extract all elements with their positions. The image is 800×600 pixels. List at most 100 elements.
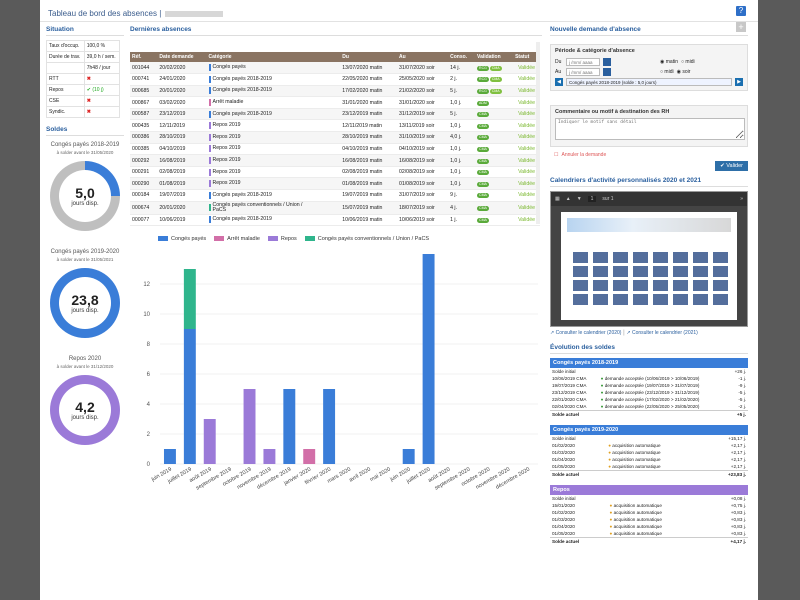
chart-legend: Congés payés Arrêt maladie Repos Congés pay… bbox=[150, 236, 429, 242]
evolution-title: Évolution des soldes bbox=[550, 344, 748, 354]
check-icon: ● bbox=[600, 403, 604, 409]
evolution-desc: ● demande acceptée (23/12/2019 > 31/12/2… bbox=[599, 389, 729, 396]
absence-row[interactable]: 000386 28/10/2019 Repos 2019 28/10/2019 mat… bbox=[130, 131, 540, 144]
column-header[interactable]: Réf. bbox=[130, 52, 158, 62]
evolution-date: 23/12/2019 CMA bbox=[552, 390, 587, 395]
evolution-desc: ● acquisition automatique bbox=[608, 523, 712, 530]
column-header[interactable]: Validation bbox=[475, 52, 514, 62]
absence-row[interactable]: 000587 23/12/2019 Congés payés 2018-2019 23… bbox=[130, 108, 540, 121]
check-icon: ● bbox=[600, 390, 604, 395]
request-form: Période & catégorie d'absence Du ◉ matin… bbox=[550, 44, 748, 91]
absence-row[interactable]: 000867 03/02/2020 Arrêt maladie 31/01/2020 … bbox=[130, 96, 540, 109]
validation-badge: CMA bbox=[477, 181, 489, 187]
au-soir-radio[interactable]: ◉ soir bbox=[676, 69, 691, 75]
evolution-amount: +0,83 j. bbox=[730, 524, 746, 529]
category-cell: Arrêt maladie bbox=[206, 96, 341, 109]
cancel-checkbox[interactable]: ☐ bbox=[554, 152, 559, 158]
ref-cell: 000685 bbox=[130, 85, 158, 98]
chart-bar[interactable] bbox=[303, 449, 316, 464]
absence-row[interactable]: 000292 16/08/2019 Repos 2019 16/08/2019 mat… bbox=[130, 154, 540, 167]
y-tick-label: 12 bbox=[143, 282, 150, 288]
category-swatch bbox=[208, 99, 211, 107]
evolution-group-title: Repos bbox=[550, 485, 748, 495]
absence-row[interactable]: 000435 12/11/2019 Repos 2019 12/11/2019 mat… bbox=[130, 119, 540, 133]
total-label: Solde actuel bbox=[550, 469, 607, 479]
absence-row[interactable]: 000385 04/10/2019 Repos 2019 04/10/2019 mat… bbox=[130, 143, 540, 156]
add-icon[interactable]: + bbox=[736, 22, 746, 32]
evolution-row: 01/04/2020 ● acquisition automatique +2,17… bbox=[550, 456, 748, 463]
column-header[interactable]: Date demande bbox=[157, 52, 207, 62]
category-label: Arrêt maladie bbox=[212, 99, 244, 106]
absence-row[interactable]: 000290 01/08/2019 Repos 2019 01/08/2019 mat… bbox=[130, 177, 540, 191]
validation-badge: CMA bbox=[477, 193, 489, 199]
absence-row[interactable]: 000291 02/08/2019 Repos 2019 02/08/2019 mat… bbox=[130, 166, 540, 179]
more-icon[interactable]: » bbox=[740, 196, 743, 202]
au-date-input[interactable] bbox=[566, 68, 600, 76]
next-category-icon[interactable]: ▶ bbox=[735, 78, 743, 86]
calendar-2020-link[interactable]: ↗ Consulter le calendrier (2020) bbox=[550, 330, 622, 336]
evolution-date: 01/03/2020 bbox=[552, 450, 575, 455]
table-scrollbar[interactable] bbox=[536, 42, 540, 224]
prev-category-icon[interactable]: ◀ bbox=[555, 78, 563, 86]
validate-button[interactable]: ✔ Valider bbox=[715, 161, 748, 171]
chart-bar[interactable] bbox=[323, 389, 336, 464]
prev-page-icon[interactable]: ▲ bbox=[565, 196, 571, 202]
y-tick-label: 6 bbox=[147, 372, 151, 378]
sidebar-toggle-icon[interactable]: ▦ bbox=[555, 196, 560, 202]
au-midi-radio[interactable]: ○ midi bbox=[660, 69, 674, 75]
chart-bar[interactable] bbox=[402, 449, 415, 464]
chart-bar[interactable] bbox=[183, 329, 196, 464]
chart-bar[interactable] bbox=[163, 449, 176, 464]
absence-row[interactable]: 000184 19/07/2019 Congés payés 2018-2019 19… bbox=[130, 189, 540, 202]
column-header[interactable]: Catégorie bbox=[206, 52, 341, 62]
absence-row[interactable]: 000077 10/06/2019 Congés payés 2018-2019 10… bbox=[130, 214, 540, 227]
calendar-month bbox=[653, 294, 668, 305]
du-midi-radio[interactable]: ○ midi bbox=[681, 59, 695, 65]
validation-cell: RCG CMA bbox=[475, 85, 514, 98]
column-header[interactable]: Conso. bbox=[448, 52, 476, 62]
legend-swatch bbox=[304, 236, 315, 242]
total-amount: +4,17 j. bbox=[711, 536, 748, 546]
absence-row[interactable]: 001044 20/02/2020 Congés payés 13/07/2020 m… bbox=[130, 62, 540, 75]
category-label: Repos 2019 bbox=[212, 180, 241, 187]
chart-bar[interactable] bbox=[183, 269, 196, 329]
column-header[interactable]: Au bbox=[396, 52, 449, 62]
column-header[interactable]: Du bbox=[340, 52, 397, 62]
calendar-month bbox=[613, 280, 628, 291]
calendar-2021-link[interactable]: ↗ Consulter le calendrier (2021) bbox=[626, 330, 698, 336]
date-cell: 20/02/2020 bbox=[157, 62, 207, 75]
calendar-month bbox=[653, 266, 668, 277]
chart-bar[interactable] bbox=[203, 419, 216, 464]
du-date-input[interactable] bbox=[566, 58, 600, 66]
du-cell: 04/10/2019 matin bbox=[340, 143, 397, 156]
chart-bar[interactable] bbox=[263, 449, 276, 464]
calendar-icon[interactable] bbox=[603, 58, 611, 66]
chart-bar[interactable] bbox=[283, 389, 296, 464]
help-icon[interactable]: ? bbox=[736, 6, 746, 16]
calendar-icon[interactable] bbox=[603, 68, 611, 76]
page-number[interactable]: 1 bbox=[587, 196, 597, 202]
calendar-month bbox=[573, 294, 588, 305]
evolution-date: 01/03/2020 bbox=[552, 517, 575, 522]
category-swatch bbox=[208, 87, 211, 95]
comment-textarea[interactable] bbox=[555, 118, 745, 140]
situation-value: 100,0 % bbox=[83, 40, 121, 52]
chart-bar[interactable] bbox=[422, 254, 435, 464]
absence-row[interactable]: 000674 20/01/2020 Congés payés conventionn… bbox=[130, 201, 540, 215]
category-swatch bbox=[208, 157, 211, 165]
category-select[interactable]: Congés payés 2018-2019 (solde : 5,0 jour… bbox=[566, 78, 732, 86]
conso-cell: 1 j. bbox=[448, 214, 476, 227]
solde-unit: jours disp. bbox=[71, 414, 99, 421]
column-header[interactable]: Statut bbox=[513, 52, 540, 62]
pdf-viewer[interactable]: ▦ ▲ ▼ 1 sur 1 » bbox=[550, 191, 748, 327]
absence-row[interactable]: 000685 20/01/2020 Congés payés 2018-2019 17… bbox=[130, 85, 540, 98]
chart-bar[interactable] bbox=[243, 389, 256, 464]
absence-row[interactable]: 000741 24/01/2020 Congés payés 2018-2019 22… bbox=[130, 73, 540, 86]
calendar-month bbox=[633, 266, 648, 277]
category-swatch bbox=[208, 133, 211, 141]
evolution-row: 01/03/2020 ● acquisition automatique +2,17… bbox=[550, 449, 748, 456]
next-page-icon[interactable]: ▼ bbox=[576, 196, 582, 202]
du-matin-radio[interactable]: ◉ matin bbox=[660, 59, 678, 65]
evolution-desc bbox=[599, 368, 729, 375]
